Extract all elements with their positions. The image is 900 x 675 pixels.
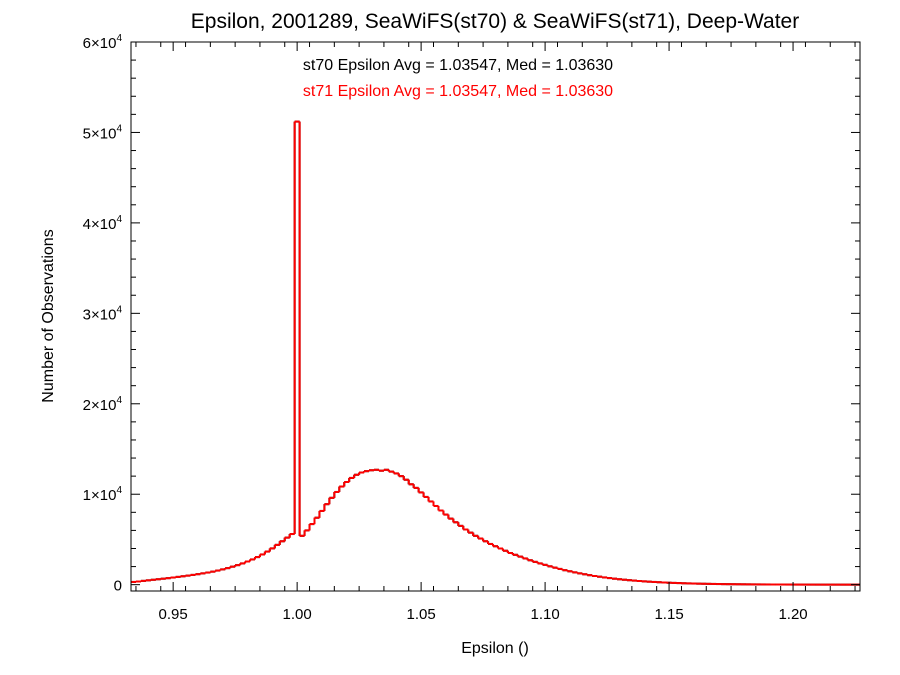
y-axis-label: Number of Observations xyxy=(40,229,57,402)
y-tick-label: 1×104 xyxy=(83,485,123,504)
x-tick-label: 1.05 xyxy=(407,606,436,623)
y-tick-labels: 0 1×104 2×104 3×104 4×104 5×104 6×104 xyxy=(83,33,123,595)
x-axis-label: Epsilon () xyxy=(461,640,529,657)
x-tick-labels: 0.95 1.00 1.05 1.10 1.15 1.20 xyxy=(159,606,808,623)
y-tick-label: 5×104 xyxy=(83,123,123,142)
series-st70 xyxy=(131,120,860,586)
x-tick-label: 0.95 xyxy=(159,606,188,623)
plot-frame xyxy=(130,41,861,592)
series-layer xyxy=(131,120,860,586)
x-tick-label: 1.20 xyxy=(778,606,807,623)
y-tick-label: 6×104 xyxy=(83,33,123,52)
y-tick-label: 0 xyxy=(114,578,122,595)
series-st71 xyxy=(131,120,860,586)
y-tick-label: 3×104 xyxy=(83,304,123,323)
chart-title: Epsilon, 2001289, SeaWiFS(st70) & SeaWiF… xyxy=(191,10,799,33)
x-tick-label: 1.15 xyxy=(654,606,683,623)
x-tick-label: 1.00 xyxy=(283,606,312,623)
x-tick-label: 1.10 xyxy=(530,606,559,623)
tick-layer xyxy=(131,41,860,591)
annotation-st71: st71 Epsilon Avg = 1.03547, Med = 1.0363… xyxy=(303,83,613,100)
y-tick-label: 2×104 xyxy=(83,395,123,414)
y-tick-label: 4×104 xyxy=(83,214,123,233)
annotation-st70: st70 Epsilon Avg = 1.03547, Med = 1.0363… xyxy=(303,57,613,74)
